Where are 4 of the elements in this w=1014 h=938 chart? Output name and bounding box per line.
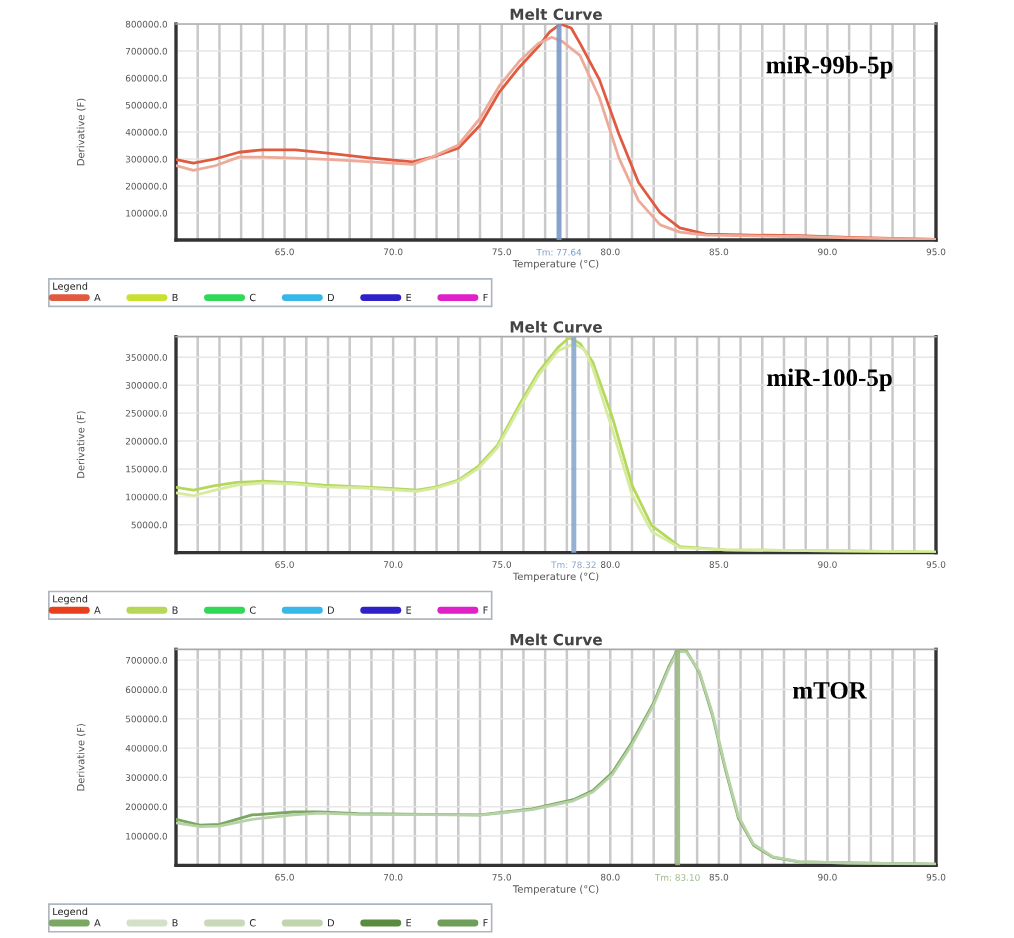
line-series xyxy=(176,649,936,866)
annotation: mTOR xyxy=(792,681,868,699)
annotation: miR-99b-5p xyxy=(766,55,893,79)
annotation: miR-100-5p xyxy=(767,368,892,392)
